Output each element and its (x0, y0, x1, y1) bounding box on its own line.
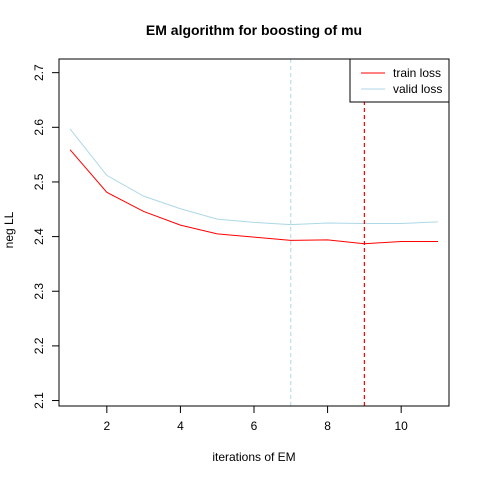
x-tick-label-4: 4 (177, 419, 184, 433)
series-line-valid-loss (69, 128, 438, 226)
chart-title: EM algorithm for boosting of mu (146, 22, 362, 38)
x-tick-label-8: 8 (324, 419, 331, 433)
y-axis-label: neg LL (2, 211, 16, 248)
legend: train loss valid loss (349, 58, 450, 103)
y-axis: 2.1 2.2 2.3 2.4 2.5 2.6 2.7 (32, 64, 59, 409)
legend-label-train-loss: train loss (393, 66, 441, 80)
y-tick-label-2.1: 2.1 (32, 392, 46, 409)
y-tick-label-2.6: 2.6 (32, 119, 46, 136)
plot-area (69, 59, 438, 406)
x-axis: 2 4 6 8 10 (103, 406, 408, 433)
y-tick-label-2.5: 2.5 (32, 173, 46, 190)
x-axis-label: iterations of EM (212, 450, 295, 464)
y-tick-label-2.3: 2.3 (32, 283, 46, 300)
y-tick-label-2.7: 2.7 (32, 64, 46, 81)
x-tick-label-6: 6 (251, 419, 258, 433)
y-tick-label-2.4: 2.4 (32, 228, 46, 245)
series-line-train-loss (69, 149, 438, 245)
legend-box (349, 58, 450, 103)
x-tick-label-2: 2 (103, 419, 110, 433)
legend-label-valid-loss: valid loss (393, 82, 442, 96)
x-tick-label-10: 10 (394, 419, 408, 433)
y-tick-label-2.2: 2.2 (32, 337, 46, 354)
